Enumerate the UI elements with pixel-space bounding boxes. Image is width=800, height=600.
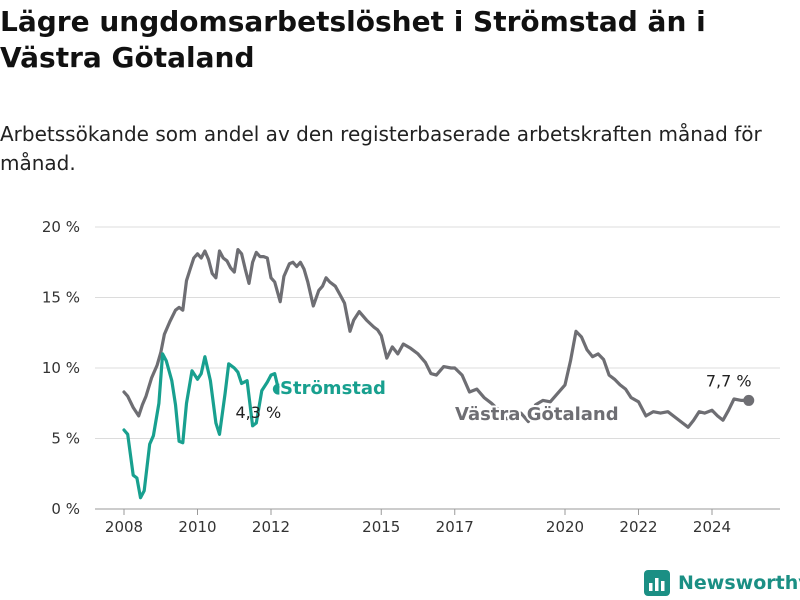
y-tick-label: 20 %	[42, 218, 80, 236]
x-tick-label: 2012	[252, 518, 290, 536]
y-axis-tick-labels: 0 % 5 % 10 % 15 % 20 %	[42, 218, 80, 518]
x-tick-label: 2015	[362, 518, 400, 536]
x-tick-label: 2010	[178, 518, 216, 536]
x-tick-label: 2020	[546, 518, 584, 536]
y-tick-label: 15 %	[42, 289, 80, 307]
brand-name: Newsworthy	[678, 572, 800, 594]
end-point-stromstad	[272, 383, 284, 395]
end-point-vg	[743, 394, 755, 406]
series-line-stromstad	[122, 352, 280, 500]
series-line-vg	[122, 248, 751, 429]
series-annotation-vg: Västra Götaland	[455, 404, 619, 425]
grid-lines	[95, 226, 780, 510]
x-tick-label: 2024	[693, 518, 731, 536]
series-lines	[122, 248, 755, 500]
x-tick-label: 2017	[436, 518, 474, 536]
series-labels: 7,7 % 4,3 % Strömstad Västra Götaland	[235, 371, 752, 427]
end-label-stromstad: 4,3 %	[235, 403, 281, 422]
series-annotation-stromstad: Strömstad	[280, 378, 386, 399]
end-label-vg: 7,7 %	[706, 371, 752, 390]
x-tick-label: 2008	[105, 518, 143, 536]
y-tick-label: 0 %	[51, 500, 80, 518]
x-axis-ticks: 2008 2010 2012 2015 2017 2020 2022 2024	[105, 509, 731, 536]
chart-subtitle: Arbetssökande som andel av den registerb…	[0, 122, 762, 175]
bar-chart-logo-icon	[644, 570, 670, 596]
brand-logo: Newsworthy	[644, 566, 800, 600]
y-tick-label: 10 %	[42, 359, 80, 377]
x-tick-label: 2022	[619, 518, 657, 536]
y-tick-label: 5 %	[51, 430, 80, 448]
chart-title: Lägre ungdomsarbetslöshet i Strömstad än…	[0, 5, 706, 74]
